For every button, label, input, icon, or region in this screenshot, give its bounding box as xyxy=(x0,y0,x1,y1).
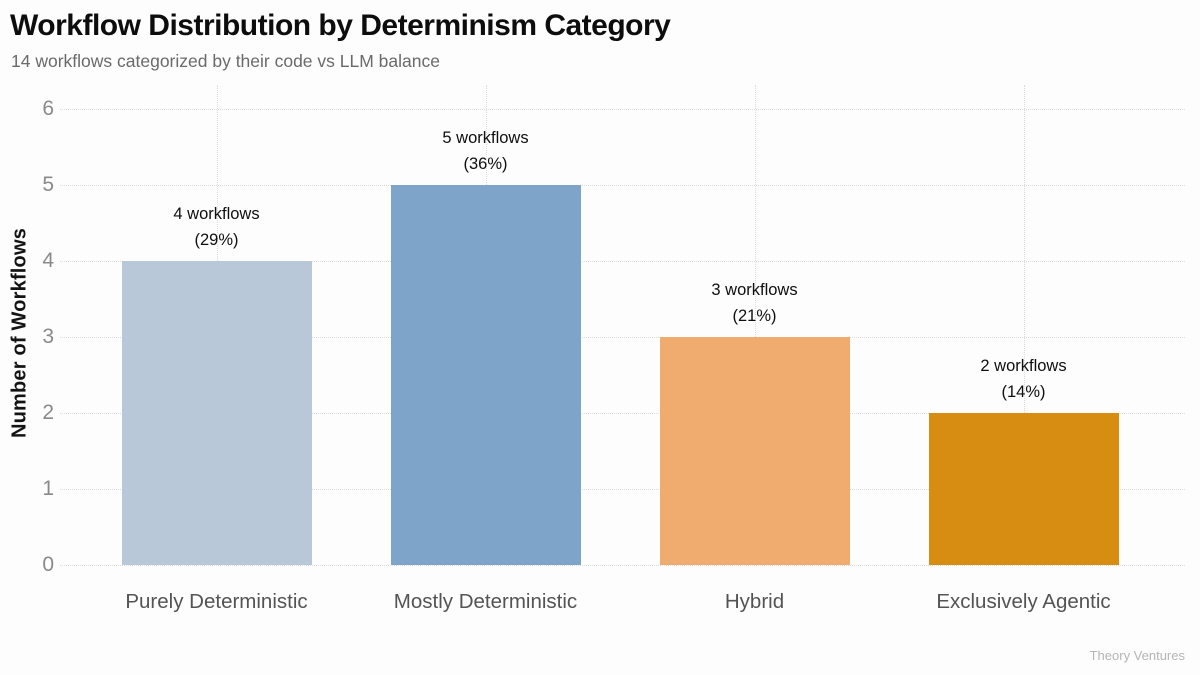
h-gridline xyxy=(60,413,1185,414)
bar-value-label: 3 workflows (21%) xyxy=(635,277,875,329)
y-tick-label: 0 xyxy=(42,553,54,576)
h-gridline xyxy=(60,489,1185,490)
h-gridline xyxy=(60,261,1185,262)
bar-4 xyxy=(928,413,1119,565)
bar-value-label: 4 workflows (29%) xyxy=(97,201,337,253)
y-tick-label: 4 xyxy=(42,249,54,272)
y-tick-label: 2 xyxy=(42,401,54,424)
chart-title: Workflow Distribution by Determinism Cat… xyxy=(10,9,671,42)
bar-percent-text: (36%) xyxy=(463,155,508,173)
bar-percent-text: (21%) xyxy=(732,307,777,325)
bar-count-text: 3 workflows xyxy=(711,281,798,299)
v-gridline xyxy=(1023,85,1025,565)
bar-count-text: 2 workflows xyxy=(980,357,1067,375)
y-tick-label: 1 xyxy=(42,477,54,500)
h-gridline xyxy=(60,185,1185,186)
h-gridline xyxy=(60,109,1185,110)
y-axis-title: Number of Workflows xyxy=(8,227,31,439)
bar-value-label: 5 workflows (36%) xyxy=(366,125,606,177)
v-gridline xyxy=(754,85,756,565)
chart-subtitle: 14 workflows categorized by their code v… xyxy=(11,51,440,71)
x-category-label: Hybrid xyxy=(724,590,785,613)
bar-1 xyxy=(121,261,312,565)
x-category-label: Purely Deterministic xyxy=(125,590,308,613)
y-tick-label: 6 xyxy=(42,97,54,120)
h-gridline xyxy=(60,337,1185,338)
bar-percent-text: (14%) xyxy=(1001,383,1046,401)
bar-count-text: 5 workflows xyxy=(442,129,529,147)
bar-2 xyxy=(390,185,581,565)
y-tick-label: 3 xyxy=(42,325,54,348)
bar-percent-text: (29%) xyxy=(194,231,239,249)
x-category-label: Mostly Deterministic xyxy=(393,590,578,613)
bar-count-text: 4 workflows xyxy=(173,205,260,223)
y-tick-label: 5 xyxy=(42,173,54,196)
bar-3 xyxy=(659,337,850,565)
bar-value-label: 2 workflows (14%) xyxy=(904,353,1144,405)
x-category-label: Exclusively Agentic xyxy=(936,590,1111,613)
h-gridline xyxy=(60,565,1185,566)
brand-watermark: Theory Ventures xyxy=(1089,648,1185,663)
